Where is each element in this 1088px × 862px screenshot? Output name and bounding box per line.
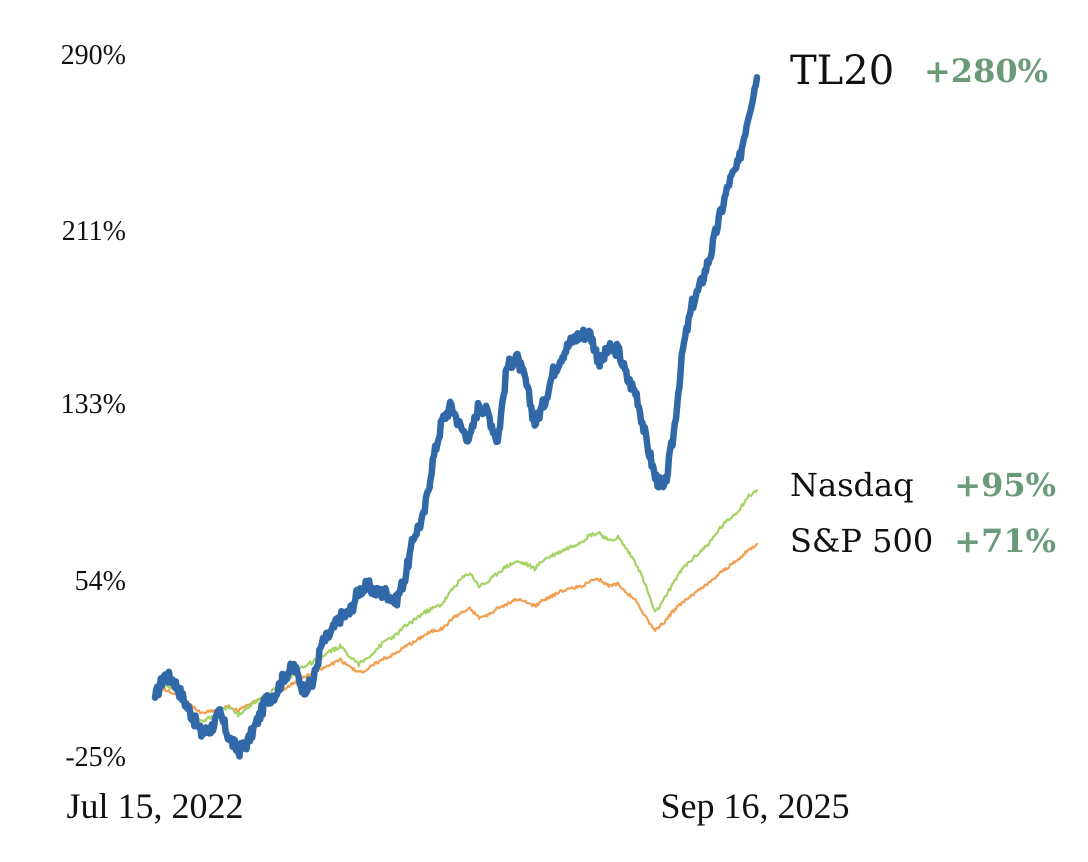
series-line-tl20 <box>151 74 761 760</box>
x-axis-ticks: Jul 15, 2022 Sep 16, 2025 <box>66 786 849 826</box>
series-labels: TL20 +280% Nasdaq +95% S&P 500 +71% <box>790 48 1056 560</box>
series-return-nasdaq: +95% <box>954 466 1056 504</box>
y-tick-label: 211% <box>62 216 126 247</box>
x-tick-label-end: Sep 16, 2025 <box>661 786 850 826</box>
y-tick-label: -25% <box>65 742 126 773</box>
y-axis-ticks: 290% 211% 133% 54% -25% <box>61 40 126 773</box>
series-line-nasdaq <box>153 489 759 723</box>
series-label-tl20: TL20 <box>790 48 894 94</box>
y-tick-label: 133% <box>61 389 126 420</box>
y-tick-label: 54% <box>75 566 126 597</box>
series-line-sp500 <box>153 542 759 715</box>
x-tick-label-start: Jul 15, 2022 <box>66 786 243 826</box>
series-label-sp500: S&P 500 <box>790 522 933 560</box>
y-tick-label: 290% <box>61 40 126 71</box>
series-return-sp500: +71% <box>954 522 1056 560</box>
series-lines <box>151 74 761 760</box>
series-label-nasdaq: Nasdaq <box>790 466 914 504</box>
series-return-tl20: +280% <box>924 52 1048 90</box>
